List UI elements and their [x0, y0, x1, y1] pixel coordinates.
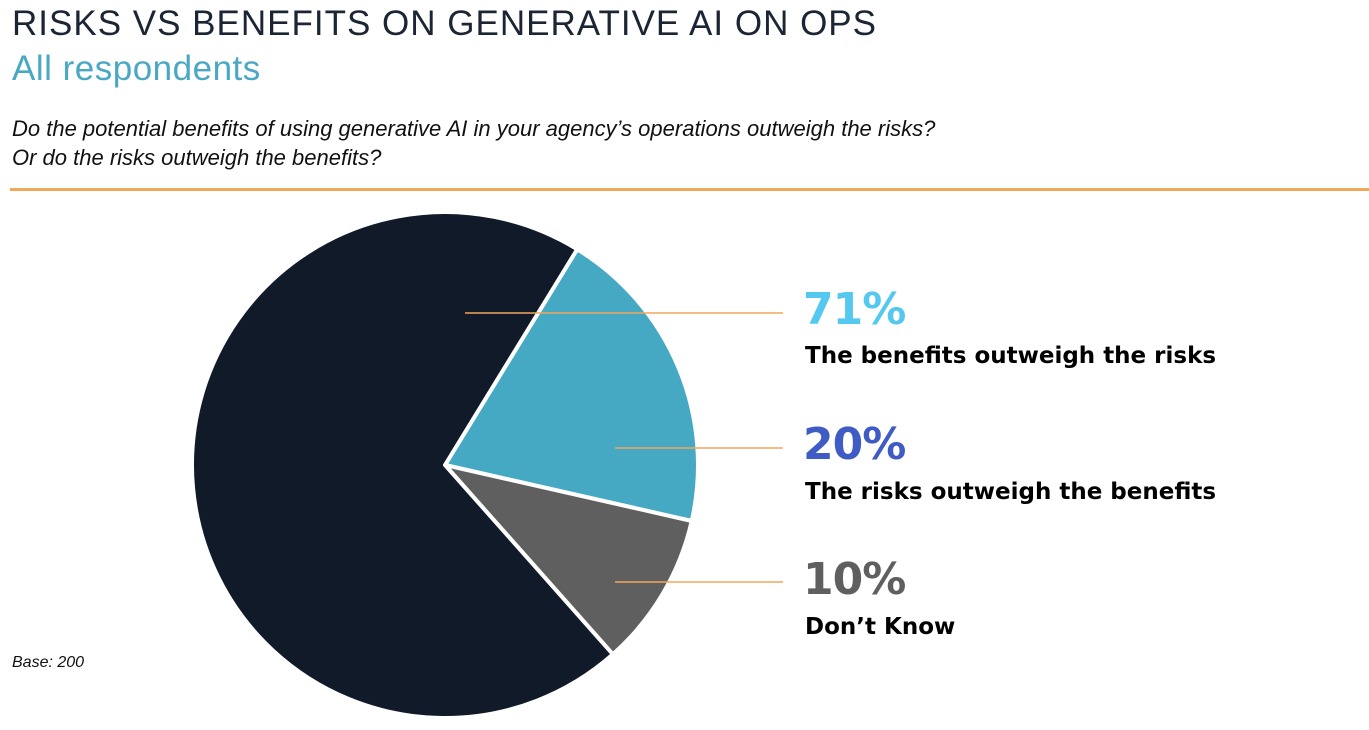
survey-question: Do the potential benefits of using gener… [12, 114, 935, 172]
slice-2-label: Don’t Know [805, 614, 956, 640]
question-line-1: Do the potential benefits of using gener… [12, 116, 936, 141]
base-note: Base: 200 [12, 654, 85, 671]
slice-2-value-label: 10% [803, 554, 906, 605]
question-line-2: Or do the risks outweigh the benefits? [12, 145, 382, 170]
pie-slice-0 [190, 210, 615, 720]
slice-0-label: The benefits outweigh the risks [805, 343, 1217, 369]
pie-slice-2 [443, 463, 694, 657]
chart-title: RISKS VS BENEFITS ON GENERATIVE AI ON OP… [12, 4, 877, 43]
slice-0-value-label: 71% [803, 284, 906, 335]
divider-rule [10, 188, 1369, 191]
slice-1-label: The risks outweigh the benefits [805, 479, 1217, 505]
chart-subtitle: All respondents [12, 49, 261, 88]
pie-slice-1 [443, 247, 700, 523]
slice-1-value-label: 20% [803, 419, 906, 470]
